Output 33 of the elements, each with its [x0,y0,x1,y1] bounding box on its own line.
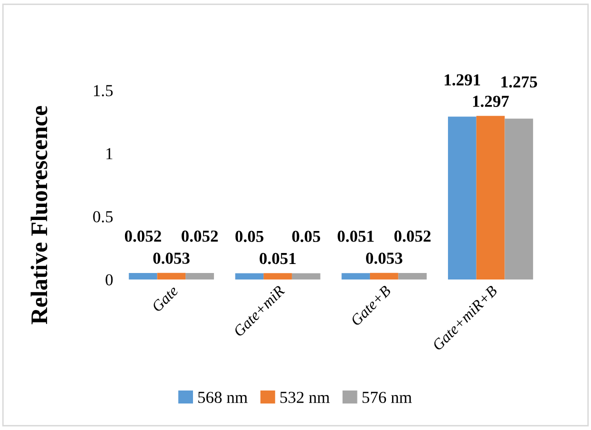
x-tick-label: Gate [151,284,179,312]
data-label: 0.052 [394,230,431,242]
data-label: 0.051 [338,230,374,242]
y-tick-label: 0 [106,274,113,286]
bar [370,272,398,280]
y-tick-label: 1 [106,148,112,160]
y-tick-label: 0.5 [93,211,113,222]
bar [292,273,320,280]
legend-label: 532 nm [280,392,330,404]
bar [186,272,214,280]
data-label: 0.05 [235,230,264,242]
bar [235,273,264,280]
data-label: 0.052 [182,230,218,242]
data-label: 0.051 [260,252,296,264]
bar [342,273,370,280]
bar [476,116,505,280]
bar [504,118,534,280]
data-label: 1.275 [501,76,538,88]
data-label: 0.052 [124,230,162,242]
y-tick-label: 1.5 [94,85,113,96]
data-label: 0.053 [153,252,190,264]
data-label: 1.291 [444,74,480,86]
bar [157,272,186,280]
bar [398,272,427,280]
legend-label: 576 nm [362,392,412,404]
bar [264,273,292,280]
data-label: 0.053 [366,252,402,264]
bar [128,272,158,280]
y-axis-title: Relative Fluorescence [30,106,48,324]
bar [448,116,476,280]
data-label: 1.297 [473,96,509,108]
data-label: 0.05 [292,230,320,242]
legend-label: 568 nm [198,392,248,404]
